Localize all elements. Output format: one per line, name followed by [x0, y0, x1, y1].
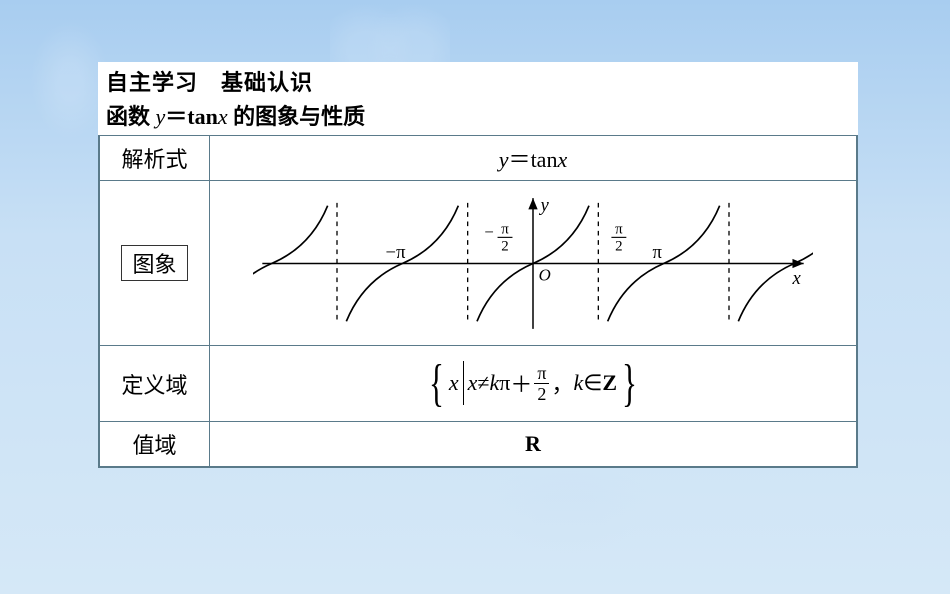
dom-k2: k: [573, 370, 583, 396]
bg-decoration-bottom: [490, 454, 650, 554]
dom-comma: ，: [551, 367, 573, 399]
svg-text:2: 2: [501, 238, 508, 254]
dom-neq: ≠: [477, 370, 489, 396]
dom-k: k: [489, 370, 499, 396]
value-domain: { x x≠kπ＋π2，k∈Z }: [210, 346, 857, 422]
slide-content: 自主学习 基础认识 函数 y＝tanx 的图象与性质 解析式 y＝tanx 图象: [98, 62, 858, 468]
dom-frac: π2: [534, 364, 549, 403]
expr-eq: ＝: [509, 147, 531, 172]
dom-frac-den: 2: [534, 384, 549, 403]
brace-right: }: [622, 363, 637, 405]
properties-table-wrap: 解析式 y＝tanx 图象: [98, 135, 858, 468]
expr-y: y: [499, 147, 509, 172]
dom-x2: x: [468, 370, 478, 396]
origin-label: O: [539, 265, 551, 284]
dom-Z: Z: [602, 370, 617, 396]
subtitle-eq: ＝: [165, 104, 187, 129]
expr-fn: tan: [531, 147, 558, 172]
label-graph-cell: 图象: [100, 181, 210, 346]
svg-text:2: 2: [615, 238, 622, 254]
tick-neg-pi: −π: [386, 241, 407, 262]
subtitle-tan: tan: [187, 104, 218, 129]
svg-text:π: π: [615, 221, 623, 237]
tick-pi: π: [652, 241, 662, 262]
value-range: R: [210, 422, 857, 467]
subtitle-x: x: [218, 104, 228, 129]
subtitle-y: y: [156, 104, 166, 129]
dom-x1: x: [449, 370, 459, 396]
subtitle-prefix: 函数: [106, 104, 156, 129]
value-expression: y＝tanx: [210, 136, 857, 181]
dom-frac-num: π: [534, 364, 549, 384]
subtitle: 函数 y＝tanx 的图象与性质: [106, 98, 850, 132]
value-graph: y x O −π π − π 2 π 2: [210, 181, 857, 346]
dom-in: ∈: [583, 370, 602, 396]
axis-x-label: x: [791, 268, 801, 289]
row-graph: 图象: [100, 181, 857, 346]
label-graph: 图象: [121, 245, 187, 281]
dom-plus: ＋: [510, 367, 532, 399]
header-block: 自主学习 基础认识 函数 y＝tanx 的图象与性质: [98, 62, 858, 135]
row-domain: 定义域 { x x≠kπ＋π2，k∈Z }: [100, 346, 857, 422]
svg-text:π: π: [501, 221, 509, 237]
label-expression: 解析式: [100, 136, 210, 181]
tangent-graph: y x O −π π − π 2 π 2: [253, 186, 813, 341]
expr-x: x: [557, 147, 567, 172]
subtitle-suffix: 的图象与性质: [228, 104, 366, 129]
dom-pi: π: [499, 370, 510, 396]
label-domain: 定义域: [100, 346, 210, 422]
label-range: 值域: [100, 422, 210, 467]
title: 自主学习 基础认识: [106, 64, 850, 98]
brace-left: {: [429, 363, 444, 405]
axis-y-label: y: [538, 195, 549, 216]
properties-table: 解析式 y＝tanx 图象: [99, 135, 857, 467]
range-R: R: [525, 431, 541, 456]
svg-text:−: −: [484, 222, 493, 241]
row-range: 值域 R: [100, 422, 857, 467]
row-expression: 解析式 y＝tanx: [100, 136, 857, 181]
set-bar: [463, 361, 464, 405]
